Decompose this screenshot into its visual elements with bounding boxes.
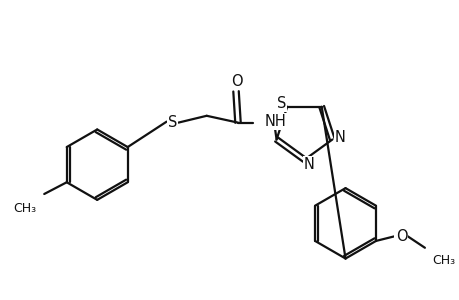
Text: N: N: [303, 157, 314, 172]
Text: CH₃: CH₃: [13, 202, 36, 215]
Text: S: S: [168, 115, 177, 130]
Text: CH₃: CH₃: [432, 254, 455, 267]
Text: O: O: [231, 74, 242, 89]
Text: O: O: [395, 229, 406, 244]
Text: NH: NH: [264, 114, 285, 129]
Text: S: S: [276, 96, 285, 111]
Text: N: N: [334, 130, 345, 145]
